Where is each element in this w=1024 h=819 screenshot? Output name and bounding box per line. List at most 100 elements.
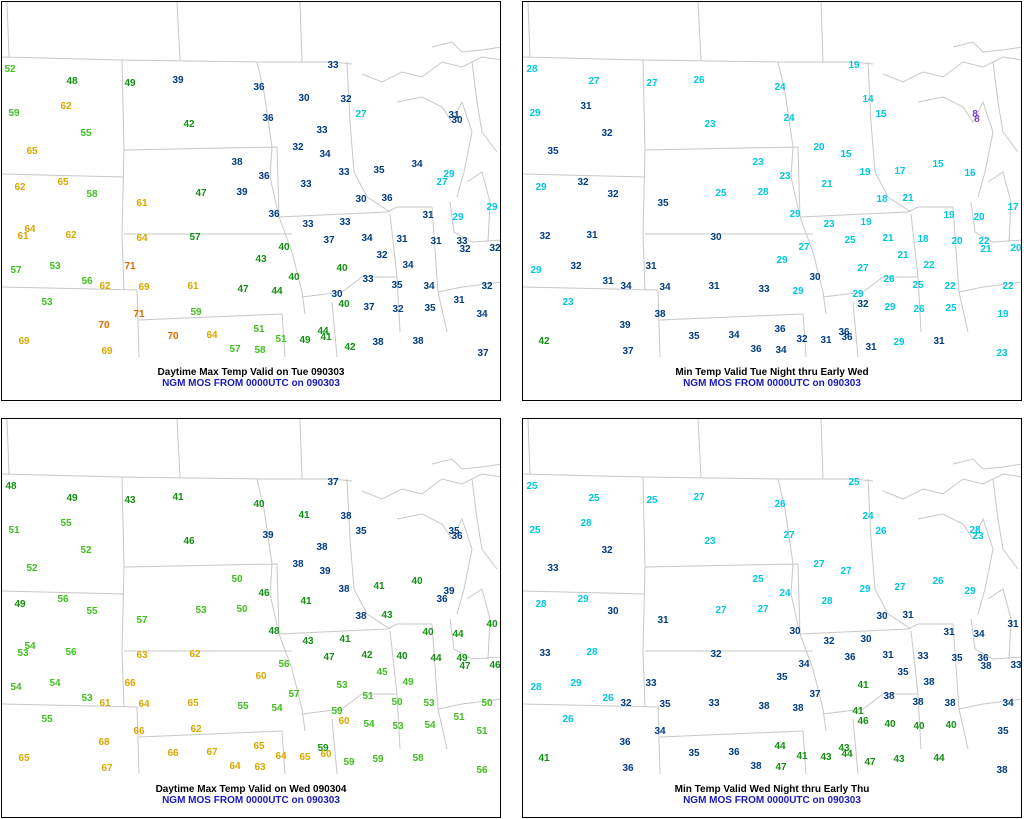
station-temp-value: 51: [362, 691, 374, 702]
state-border-line: [331, 718, 338, 775]
station-temp-value: 28: [530, 682, 542, 693]
station-temp-value: 31: [820, 335, 832, 346]
station-temp-value: 40: [278, 242, 290, 253]
station-temp-value: 46: [489, 660, 501, 671]
station-temp-value: 60: [255, 671, 267, 682]
state-border-line: [6, 2, 10, 58]
station-temp-value: 61: [17, 231, 29, 242]
state-border-map: [2, 2, 500, 358]
station-temp-value: 23: [704, 119, 716, 130]
state-border-line: [867, 61, 912, 213]
station-temp-value: 30: [331, 289, 343, 300]
station-temp-value: 53: [195, 605, 207, 616]
station-temp-value: 49: [456, 653, 468, 664]
station-temp-value: 39: [619, 320, 631, 331]
station-temp-value: 36: [750, 344, 762, 355]
station-temp-value: 46: [258, 588, 270, 599]
state-border-line: [176, 419, 181, 478]
station-temp-value: 55: [60, 518, 72, 529]
station-temp-value: 49: [66, 493, 78, 504]
station-temp-value: 36: [622, 763, 634, 774]
station-temp-value: 29: [964, 586, 976, 597]
station-temp-value: 50: [236, 604, 248, 615]
station-temp-value: 39: [262, 530, 274, 541]
station-temp-value: 62: [65, 230, 77, 241]
state-border-line: [301, 693, 397, 715]
station-temp-value: 40: [288, 272, 300, 283]
station-temp-value: 25: [529, 525, 541, 536]
station-temp-value: 43: [124, 495, 136, 506]
station-temp-value: 24: [783, 113, 795, 124]
station-temp-value: 62: [190, 724, 202, 735]
station-temp-value: 38: [792, 703, 804, 714]
station-temp-value: 29: [486, 202, 498, 213]
station-temp-value: 39: [236, 187, 248, 198]
station-temp-value: 51: [275, 334, 287, 345]
station-temp-value: 47: [195, 188, 207, 199]
station-temp-value: 38: [923, 677, 935, 688]
station-temp-value: 66: [133, 726, 145, 737]
state-border-line: [917, 513, 994, 615]
station-temp-value: 40: [913, 721, 925, 732]
station-temp-value: 66: [167, 748, 179, 759]
state-border-line: [852, 301, 859, 358]
station-temp-value: 71: [133, 309, 145, 320]
station-temp-value: 54: [10, 682, 22, 693]
station-temp-value: 21: [821, 179, 833, 190]
station-temp-value: 50: [391, 697, 403, 708]
station-temp-value: 38: [883, 691, 895, 702]
station-temp-value: 15: [875, 109, 887, 120]
station-temp-value: 58: [254, 345, 266, 356]
station-temp-value: 20: [973, 212, 985, 223]
station-temp-value: 38: [654, 309, 666, 320]
station-temp-value: 54: [363, 719, 375, 730]
station-temp-value: 25: [588, 493, 600, 504]
station-temp-value: 21: [897, 250, 909, 261]
station-temp-value: 36: [381, 193, 393, 204]
station-temp-value: 56: [81, 276, 93, 287]
state-border-line: [659, 313, 807, 358]
station-temp-value: 25: [912, 280, 924, 291]
station-temp-value: 35: [688, 748, 700, 759]
state-border-line: [657, 706, 661, 775]
panel-title: Daytime Max Temp Valid on Tue 090303: [157, 367, 345, 378]
station-temp-value: 20: [813, 142, 825, 153]
station-temp-value: 28: [821, 596, 833, 607]
station-temp-value: 35: [355, 526, 367, 537]
station-temp-value: 27: [436, 177, 448, 188]
station-temp-value: 49: [402, 677, 414, 688]
station-temp-value: 8: [974, 114, 980, 125]
station-temp-value: 44: [933, 753, 945, 764]
station-temp-value: 33: [1010, 660, 1022, 671]
state-border-line: [396, 96, 473, 198]
station-temp-value: 34: [476, 309, 488, 320]
state-border-line: [121, 59, 125, 291]
station-temp-value: 46: [183, 536, 195, 547]
state-border-line: [799, 206, 953, 218]
station-temp-value: 49: [299, 335, 311, 346]
station-temp-value: 52: [4, 64, 16, 75]
station-temp-value: 30: [876, 611, 888, 622]
station-temp-value: 45: [376, 667, 388, 678]
station-temp-value: 47: [323, 652, 335, 663]
station-temp-value: 32: [601, 545, 613, 556]
station-temp-value: 31: [602, 276, 614, 287]
state-border-line: [256, 61, 306, 315]
state-border-line: [301, 276, 397, 298]
station-temp-value: 37: [622, 346, 634, 357]
station-temp-value: 29: [570, 678, 582, 689]
station-temp-value: 19: [859, 167, 871, 178]
station-temp-value: 57: [10, 265, 22, 276]
station-temp-value: 32: [376, 250, 388, 261]
station-temp-value: 19: [848, 60, 860, 71]
station-temp-value: 23: [779, 171, 791, 182]
state-border-line: [136, 706, 140, 775]
station-temp-value: 38: [758, 701, 770, 712]
state-border-line: [471, 478, 498, 570]
state-border-line: [799, 623, 953, 635]
station-temp-value: 34: [361, 233, 373, 244]
panel-subtitle: NGM MOS FROM 0000UTC on 090303: [683, 378, 861, 389]
state-border-line: [299, 419, 303, 480]
state-border-line: [970, 618, 1021, 660]
station-temp-value: 37: [477, 348, 489, 359]
